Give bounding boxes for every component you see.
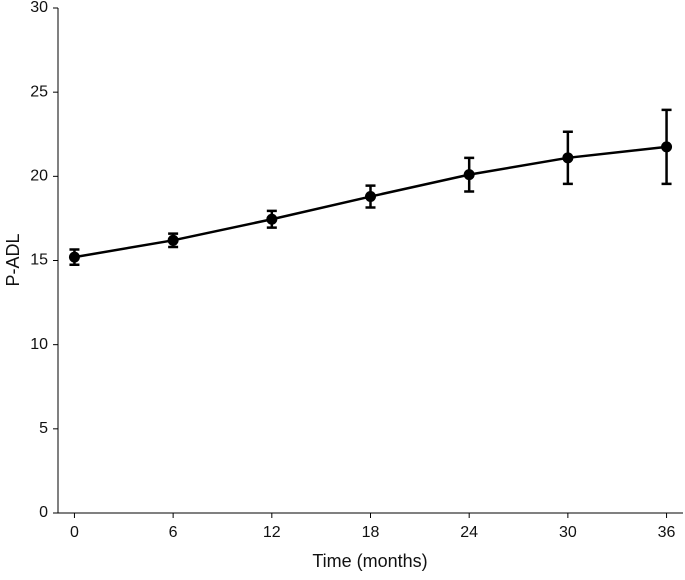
- x-tick-label: 36: [658, 524, 676, 541]
- x-tick-label: 6: [169, 524, 178, 541]
- y-tick-label: 25: [30, 83, 48, 100]
- y-tick-label: 20: [30, 168, 48, 185]
- point: [661, 141, 673, 153]
- x-tick-label: 0: [70, 524, 79, 541]
- x-tick-label: 18: [362, 524, 380, 541]
- y-tick-label: 30: [30, 0, 48, 16]
- point: [167, 234, 179, 246]
- point: [266, 213, 278, 225]
- point: [463, 169, 475, 181]
- point: [365, 191, 376, 203]
- x-tick-label: 24: [460, 524, 478, 541]
- x-tick-label: 12: [263, 524, 281, 541]
- y-tick-label: 15: [30, 252, 48, 269]
- point: [68, 251, 80, 263]
- y-axis-label: P-ADL: [3, 233, 23, 286]
- x-axis-label: Time (months): [312, 551, 427, 571]
- y-tick-label: 10: [30, 336, 48, 353]
- y-tick-label: 0: [39, 504, 48, 521]
- point: [562, 152, 574, 164]
- y-tick-label: 5: [39, 420, 48, 437]
- x-tick-label: 30: [559, 524, 577, 541]
